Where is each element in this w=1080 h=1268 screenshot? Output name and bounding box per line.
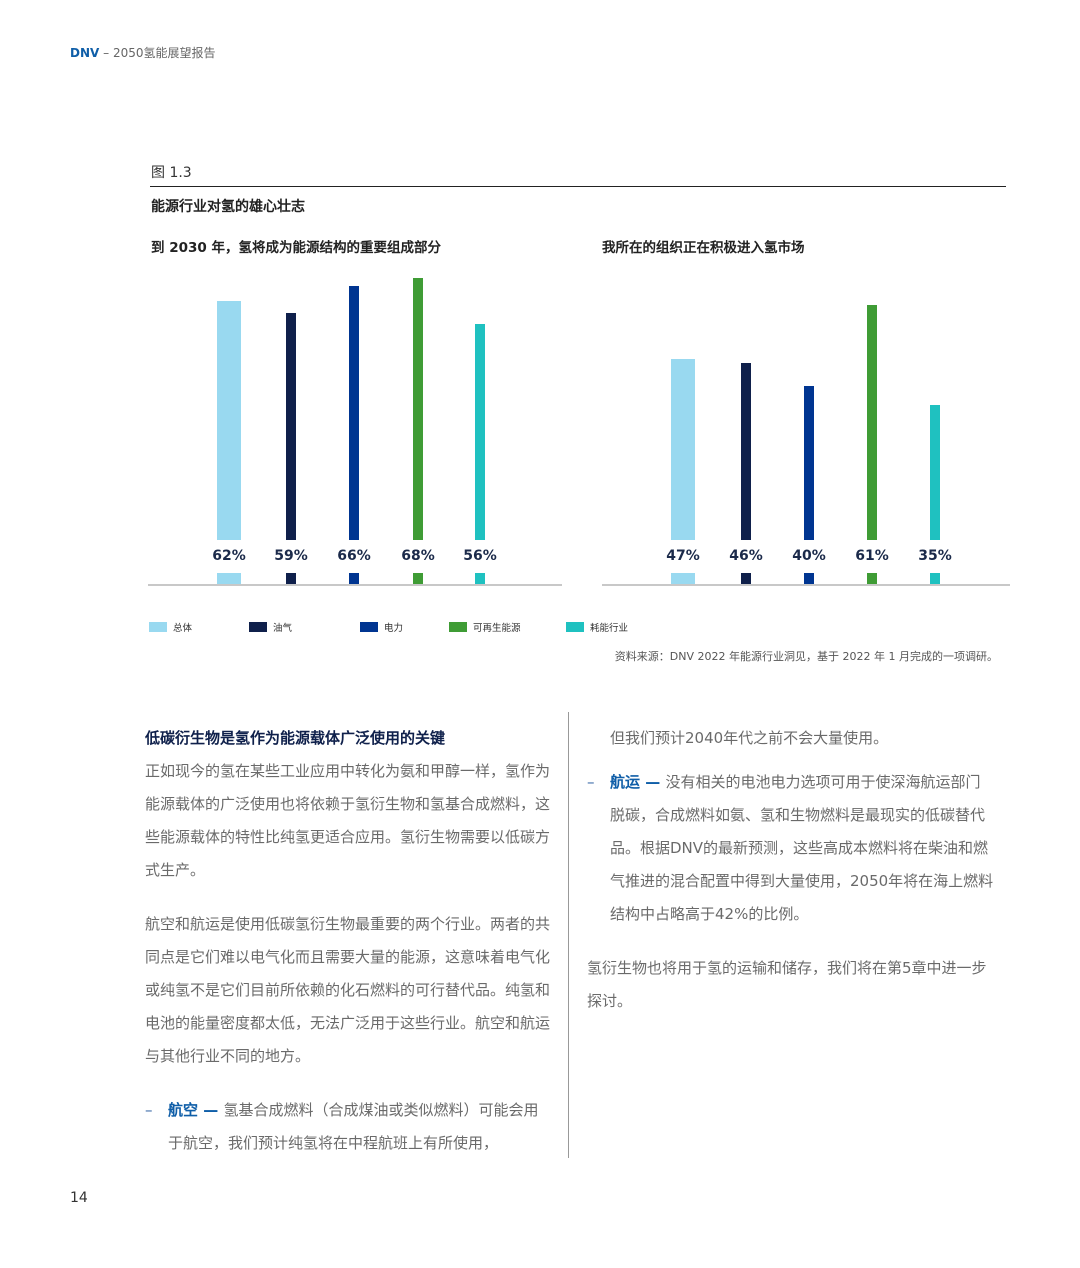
figure-number: 图 1.3 [151, 165, 192, 181]
bar-left-1 [286, 312, 296, 540]
chart-right-title: 我所在的组织正在积极进入氢市场 [602, 240, 805, 256]
right-column: 但我们预计2040年代之前不会大量使用。 – 航运 — 没有相关的电池电力选项可… [587, 722, 995, 1018]
chart-left-title: 到 2030 年，氢将成为能源结构的重要组成部分 [151, 240, 441, 256]
value-label: 66% [337, 548, 371, 564]
bullet-aviation: – 航空 — 氢基合成燃料（合成煤油或类似燃料）可能会用于航空，我们预计纯氢将在… [145, 1094, 553, 1160]
category-marker [217, 573, 241, 584]
legend-item: 可再生能源 [449, 620, 521, 634]
legend-item: 耗能行业 [566, 620, 628, 634]
brand: DNV [70, 46, 100, 60]
figure-title: 能源行业对氢的雄心壮志 [151, 199, 305, 215]
bullet-keyword: 航运 [610, 773, 641, 791]
section-heading: 低碳衍生物是氢作为能源载体广泛使用的关键 [145, 729, 446, 747]
legend-swatch [566, 622, 584, 632]
bar-right-4 [930, 405, 940, 540]
report-title: – 2050氢能展望报告 [103, 46, 216, 60]
legend-swatch [449, 622, 467, 632]
bar-right-2 [804, 386, 814, 540]
legend-label: 油气 [273, 623, 293, 634]
page-number: 14 [70, 1190, 88, 1206]
legend-label: 总体 [173, 623, 193, 634]
category-marker [930, 573, 940, 584]
paragraph: 但我们预计2040年代之前不会大量使用。 [610, 729, 889, 747]
legend-label: 电力 [384, 623, 404, 634]
legend-item: 油气 [249, 620, 292, 634]
dash-icon: – [145, 1101, 153, 1119]
category-marker [867, 573, 877, 584]
value-label: 46% [729, 548, 763, 564]
chart-left-axis [148, 584, 562, 586]
value-label: 40% [792, 548, 826, 564]
value-label: 68% [401, 548, 435, 564]
value-label: 62% [212, 548, 246, 564]
value-label: 35% [918, 548, 952, 564]
paragraph: 航空和航运是使用低碳氢衍生物最重要的两个行业。两者的共同点是它们难以电气化而且需… [145, 915, 551, 1065]
bar-left-4 [475, 324, 485, 540]
category-marker [741, 573, 751, 584]
bullet-text: 氢基合成燃料（合成煤油或类似燃料）可能会用于航空，我们预计纯氢将在中程航班上有所… [168, 1101, 539, 1152]
column-divider [568, 712, 569, 1158]
paragraph: 氢衍生物也将用于氢的运输和储存，我们将在第5章中进一步探讨。 [587, 959, 987, 1010]
category-marker [286, 573, 296, 584]
legend-swatch [249, 622, 267, 632]
legend-item: 电力 [360, 620, 403, 634]
bar-right-3 [867, 305, 877, 540]
chart-right-axis [602, 584, 1010, 586]
running-header: DNV – 2050氢能展望报告 [70, 44, 215, 61]
category-marker [804, 573, 814, 584]
bar-right-0 [671, 359, 695, 540]
paragraph: 正如现今的氢在某些工业应用中转化为氨和甲醇一样，氢作为能源载体的广泛使用也将依赖… [145, 762, 551, 879]
left-column: 低碳衍生物是氢作为能源载体广泛使用的关键 正如现今的氢在某些工业应用中转化为氨和… [145, 722, 553, 1160]
legend-item: 总体 [149, 620, 192, 634]
value-label: 59% [274, 548, 308, 564]
bullet-keyword: 航空 [168, 1101, 199, 1119]
category-marker [413, 573, 423, 584]
bar-left-2 [349, 285, 359, 540]
bar-right-1 [741, 362, 751, 540]
bar-left-3 [413, 278, 423, 540]
dash-icon: – [587, 773, 595, 791]
value-label: 61% [855, 548, 889, 564]
category-marker [475, 573, 485, 584]
category-marker [349, 573, 359, 584]
bullet-shipping: – 航运 — 没有相关的电池电力选项可用于使深海航运部门脱碳，合成燃料如氨、氢和… [587, 766, 995, 931]
legend-label: 耗能行业 [590, 623, 629, 634]
value-label: 47% [666, 548, 700, 564]
value-label: 56% [463, 548, 497, 564]
figure-rule [150, 186, 1006, 187]
category-marker [671, 573, 695, 584]
bullet-text: 没有相关的电池电力选项可用于使深海航运部门脱碳，合成燃料如氨、氢和生物燃料是最现… [610, 773, 994, 923]
source-note: 资料来源：DNV 2022 年能源行业洞见，基于 2022 年 1 月完成的一项… [614, 650, 998, 663]
legend-label: 可再生能源 [473, 623, 521, 634]
legend-swatch [360, 622, 378, 632]
legend-swatch [149, 622, 167, 632]
bar-left-0 [217, 301, 241, 540]
